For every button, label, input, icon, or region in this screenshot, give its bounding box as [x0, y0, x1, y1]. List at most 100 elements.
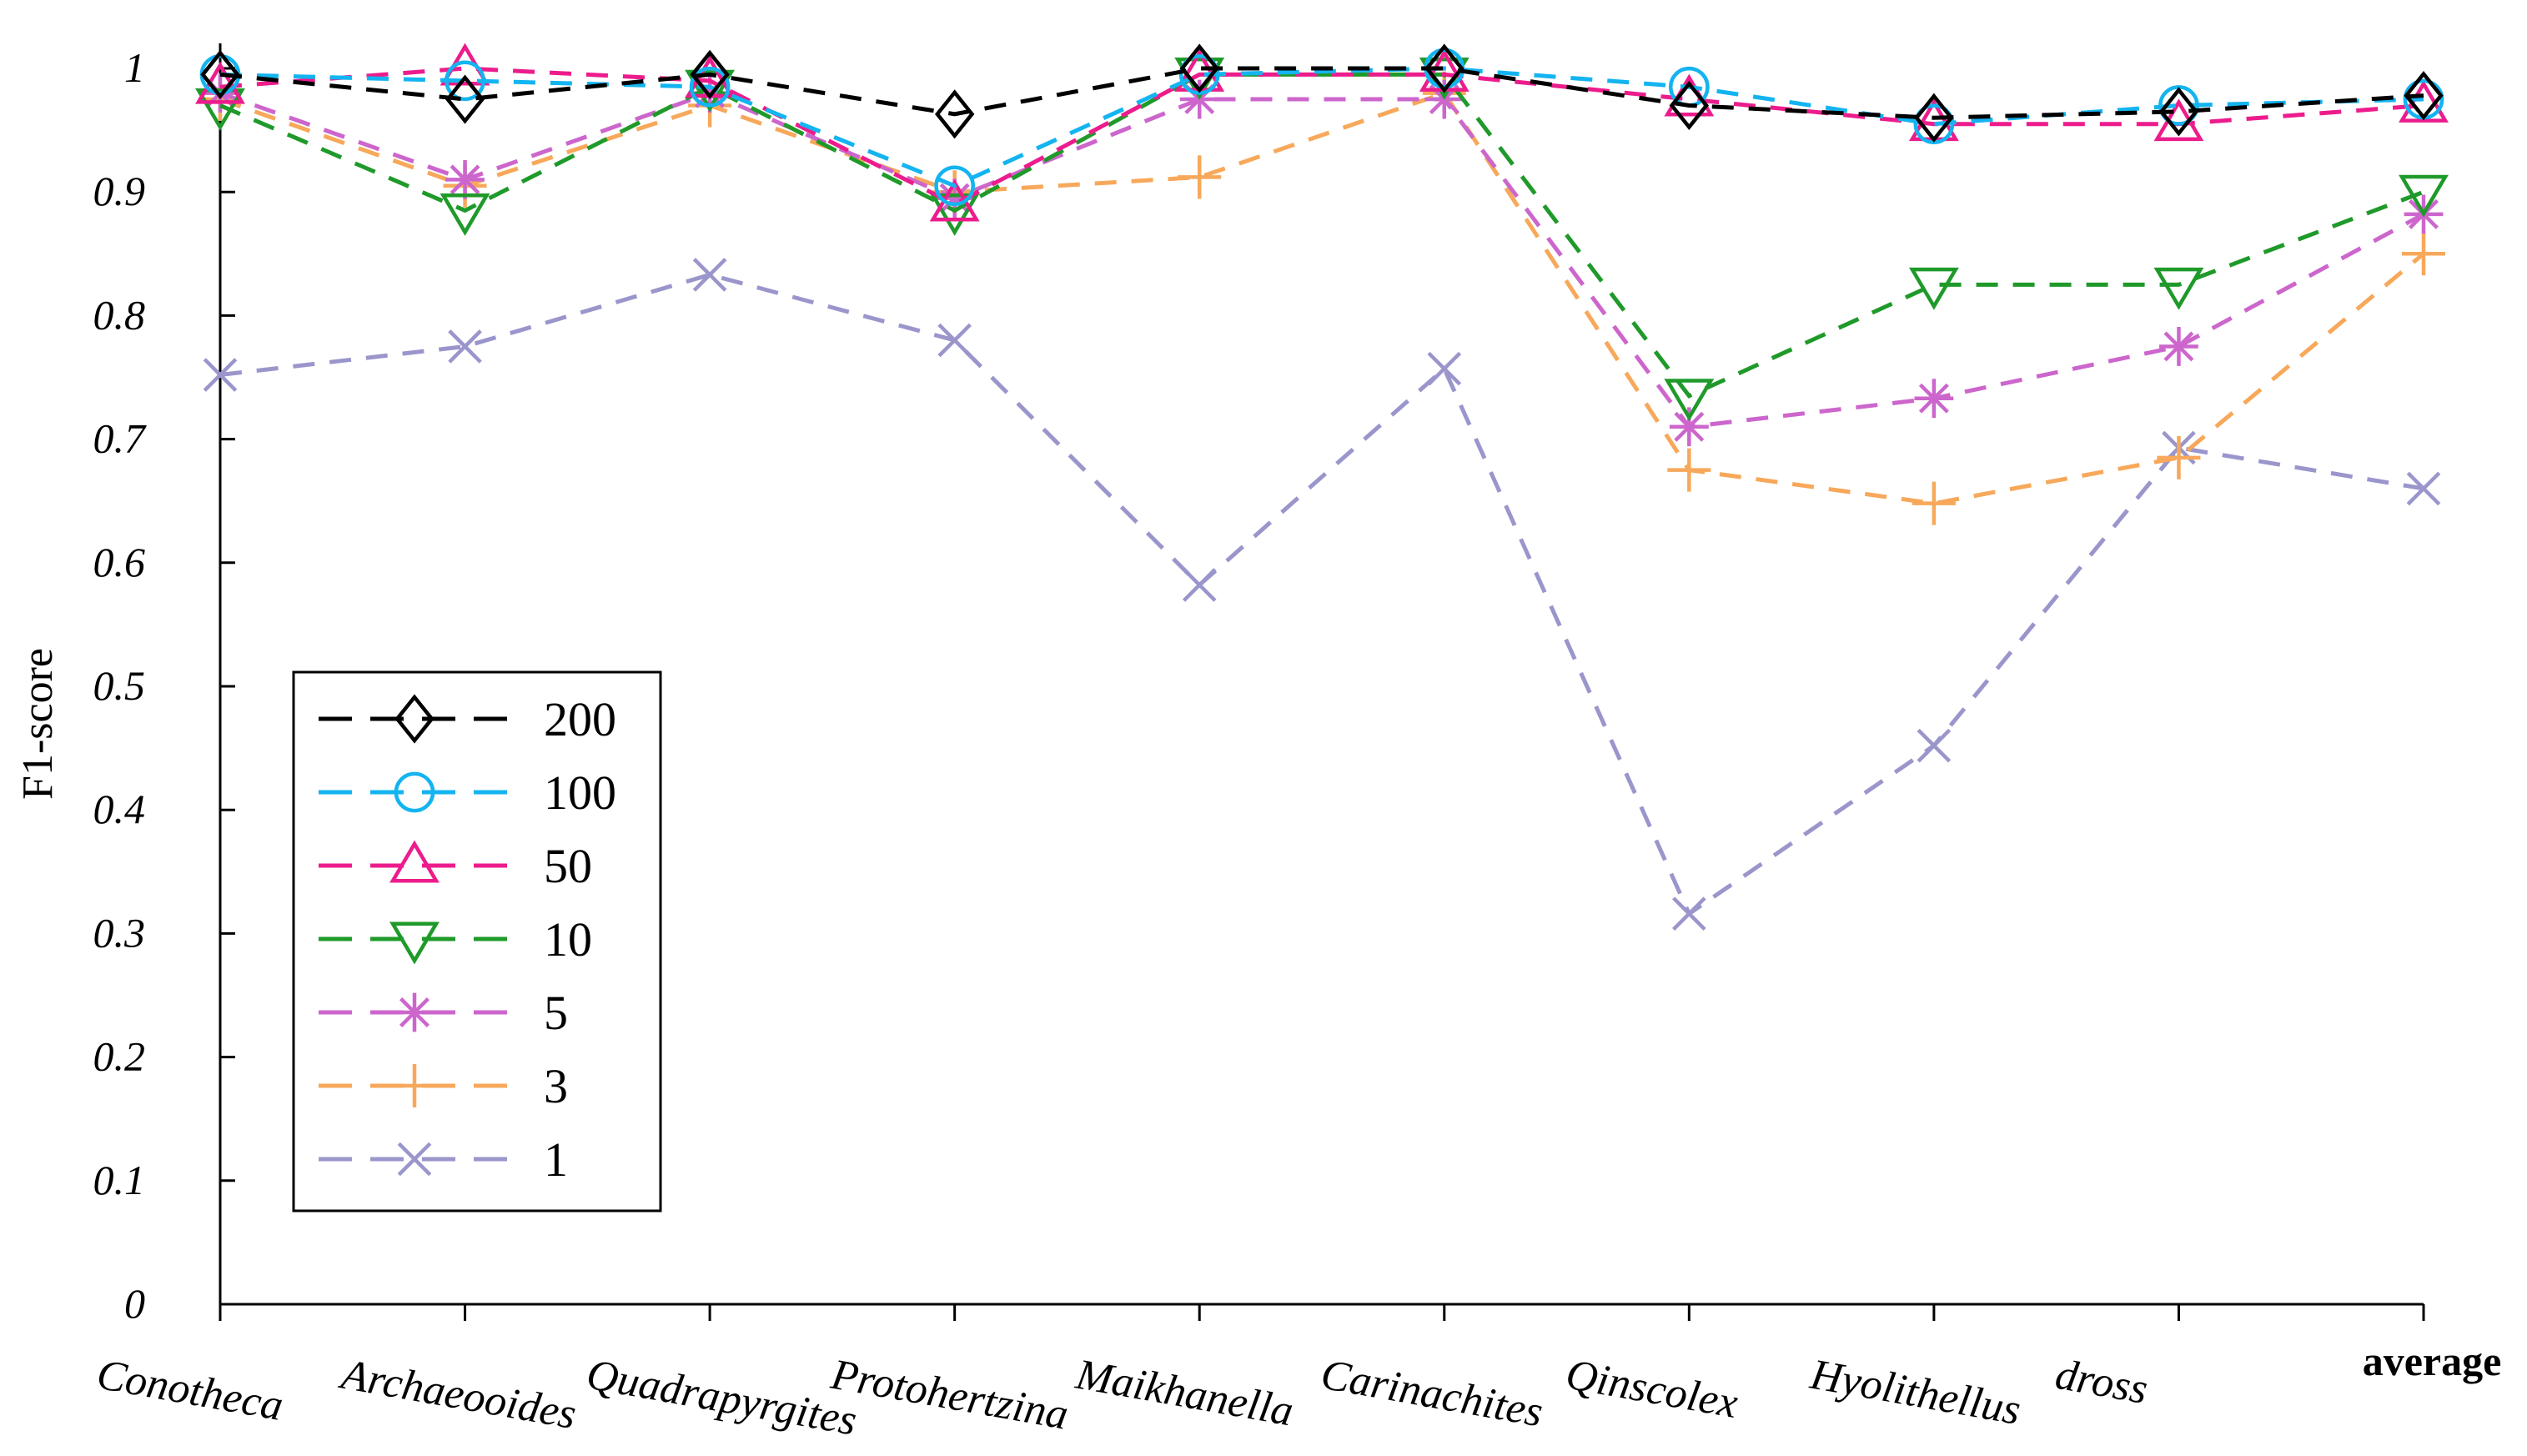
marker-stroke: [448, 329, 482, 364]
marker-diamond: [200, 49, 240, 100]
marker-triangle-down: [2153, 267, 2204, 310]
marker-diamond: [934, 89, 975, 139]
marker-circle: [445, 60, 485, 102]
marker-x: [1917, 728, 1952, 763]
marker-stroke: [1672, 896, 1706, 931]
marker-x: [937, 323, 972, 358]
axes: [219, 43, 2425, 1321]
legend-box: [292, 670, 662, 1212]
series-line-100: [219, 66, 2424, 188]
marker-diamond: [1669, 80, 1710, 131]
marker-stroke: [397, 1142, 432, 1177]
legend-entry-10: 10: [319, 912, 592, 966]
x-category-label: average: [2363, 1338, 2502, 1384]
legend: 200 100 50 10 5 3 1: [292, 670, 662, 1212]
legend-label: 200: [544, 692, 616, 746]
marker-diamond: [1424, 43, 1464, 93]
marker-triangle-up: [389, 840, 440, 883]
marker-stroke: [939, 183, 970, 213]
x-category-label: Hyolithellus: [1806, 1351, 2024, 1434]
y-tick-label: 1: [124, 44, 145, 91]
y-tick-label: 0.6: [93, 539, 146, 585]
marker-x: [2406, 471, 2441, 506]
marker-asterisk: [394, 992, 435, 1032]
x-category-label: Conotheca: [93, 1351, 287, 1430]
marker-x: [1182, 568, 1217, 602]
legend-entry-5: 5: [319, 986, 568, 1040]
marker-plus: [393, 1064, 436, 1107]
y-tick-label: 0.5: [93, 662, 146, 709]
marker-x: [1672, 896, 1706, 931]
marker-triangle-down: [685, 69, 736, 113]
marker-stroke: [203, 358, 238, 392]
y-tick-label: 0.2: [93, 1033, 146, 1080]
marker-diamond: [1914, 93, 1954, 143]
marker-x: [203, 358, 238, 392]
marker-asterisk: [445, 159, 485, 199]
series-line-3: [219, 90, 2425, 506]
marker-diamond: [2158, 87, 2199, 137]
marker-x: [1427, 351, 1462, 386]
y-axis-title: F1-score: [14, 648, 62, 800]
legend-entry-50: 50: [319, 839, 592, 893]
marker-stroke: [450, 164, 480, 195]
series-line-10: [219, 72, 2424, 399]
marker-triangle-down: [1664, 379, 1715, 422]
marker-asterisk: [1914, 379, 1954, 419]
marker-triangle-down: [440, 193, 490, 236]
legend-entry-100: 100: [319, 766, 616, 820]
legend-label: 100: [544, 766, 616, 820]
y-tick-label: 0.3: [93, 909, 146, 956]
x-category-label: Archaeooides: [336, 1350, 580, 1438]
y-tick-label: 0: [124, 1280, 145, 1327]
marker-diamond: [394, 694, 435, 744]
x-category-label: Carinachites: [1318, 1351, 1546, 1437]
marker-stroke: [1674, 411, 1705, 442]
marker-triangle-down: [2399, 174, 2449, 218]
marker-stroke: [399, 997, 430, 1027]
marker-stroke: [692, 258, 727, 292]
series-line-5: [219, 90, 2425, 429]
marker-plus: [1667, 448, 1711, 492]
legend-entry-3: 3: [319, 1059, 568, 1113]
marker-asterisk: [2159, 327, 2198, 366]
marker-triangle-down: [389, 921, 440, 965]
marker-stroke: [1917, 728, 1952, 763]
marker-stroke: [1182, 568, 1217, 602]
series-10: [195, 57, 2449, 422]
marker-triangle-down: [1908, 267, 1959, 310]
legend-label: 50: [544, 839, 592, 893]
series-line-200: [219, 66, 2424, 120]
marker-stroke: [937, 323, 972, 358]
y-tick-label: 0.9: [93, 168, 146, 214]
marker-stroke: [1427, 351, 1462, 386]
y-tick-label: 0.1: [93, 1157, 146, 1203]
legend-label: 3: [544, 1059, 568, 1113]
marker-diamond: [2404, 71, 2444, 121]
y-tick-label: 0.7: [93, 415, 148, 462]
legend-label: 10: [544, 912, 592, 966]
series-5: [200, 73, 2444, 447]
marker-stroke: [1918, 383, 1949, 414]
marker-x: [397, 1142, 432, 1177]
marker-diamond: [690, 49, 730, 100]
series-line-50: [219, 66, 2424, 207]
legend-label: 1: [544, 1132, 568, 1187]
y-tick-label: 0.4: [93, 786, 146, 832]
x-category-label: Maikhanella: [1072, 1351, 1297, 1436]
y-tick-label: 0.8: [93, 291, 146, 338]
x-category-label: Qinscolex: [1562, 1351, 1741, 1428]
marker-circle: [689, 66, 731, 108]
legend-label: 5: [544, 986, 568, 1040]
series-3: [198, 71, 2445, 525]
marker-circle: [934, 165, 976, 207]
marker-triangle-down: [195, 88, 245, 131]
marker-plus: [2157, 435, 2201, 479]
legend-entry-1: 1: [319, 1132, 568, 1187]
legend-entry-200: 200: [319, 692, 616, 746]
series-100: [199, 48, 2444, 207]
marker-stroke: [2406, 471, 2441, 506]
marker-plus: [1912, 481, 1956, 525]
marker-circle: [394, 771, 435, 813]
